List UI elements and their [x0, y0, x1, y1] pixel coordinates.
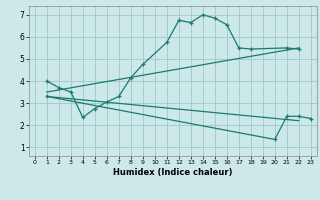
X-axis label: Humidex (Indice chaleur): Humidex (Indice chaleur): [113, 168, 233, 177]
